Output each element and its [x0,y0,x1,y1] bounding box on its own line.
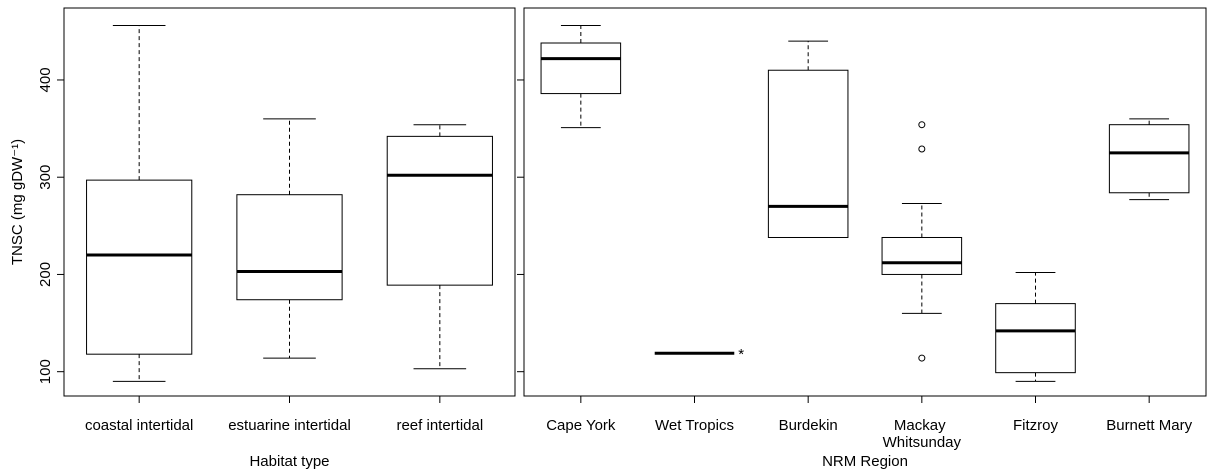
x-tick-label: Mackay Whitsunday [883,417,962,451]
x-axis-label: Habitat type [249,453,329,470]
box [995,303,1076,374]
box [540,42,622,95]
outlier [918,121,926,129]
x-tick-label: Burnett Mary [1106,417,1192,434]
x-tick-label: Cape York [546,417,616,434]
y-tick-label: 100 [37,359,54,384]
x-tick-label: reef intertidal [396,417,483,434]
x-tick-label: Burdekin [779,417,838,434]
x-tick-label: Fitzroy [1013,417,1059,434]
y-tick-label: 200 [37,262,54,287]
box [86,179,193,355]
y-tick-label: 300 [37,165,54,190]
y-tick-label: 400 [37,67,54,92]
x-tick-label: estuarine intertidal [228,417,351,434]
box [767,69,849,238]
y-axis-label: TNSC (mg gDW⁻¹) [9,139,26,265]
box [1108,124,1190,194]
outlier [918,354,926,362]
box [236,194,343,301]
box [386,135,493,286]
annotation: * [738,346,744,363]
outlier [918,145,926,153]
box [881,236,963,275]
plot-frame [523,7,1207,397]
x-tick-label: Wet Tropics [655,417,734,434]
x-axis-label: NRM Region [822,453,908,470]
x-tick-label: coastal intertidal [85,417,193,434]
